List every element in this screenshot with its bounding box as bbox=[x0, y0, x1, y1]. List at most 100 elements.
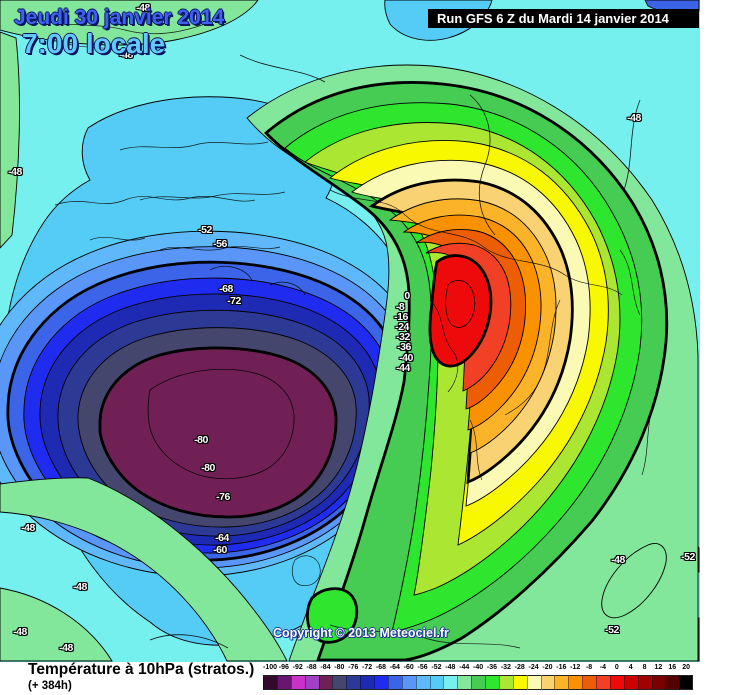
legend-color-swatch bbox=[332, 675, 347, 690]
legend-color-swatch bbox=[679, 675, 694, 690]
contour-label: -80 bbox=[194, 434, 208, 446]
legend-tick-label: 4 bbox=[628, 664, 633, 671]
legend-tick-label: -80 bbox=[334, 664, 345, 671]
legend-color-swatch bbox=[429, 675, 444, 690]
legend-tick-label: -72 bbox=[362, 664, 373, 671]
legend-cell: 12 bbox=[651, 664, 666, 690]
legend-cell: -40 bbox=[471, 664, 485, 690]
contour-label: -16 bbox=[394, 311, 408, 323]
cold-vortex bbox=[0, 96, 422, 646]
legend-tick-label: -28 bbox=[514, 664, 525, 671]
legend-color-swatch bbox=[540, 675, 555, 690]
isolines bbox=[149, 54, 641, 649]
model-run-banner: Run GFS 6 Z du Mardi 14 janvier 2014 bbox=[428, 9, 699, 28]
legend-color-swatch bbox=[304, 675, 319, 690]
contour-label: -24 bbox=[395, 321, 409, 333]
legend-color-swatch bbox=[596, 675, 610, 690]
contour-label: -60 bbox=[213, 544, 227, 556]
contour-label: -56 bbox=[213, 238, 227, 250]
legend-color-swatch bbox=[665, 675, 680, 690]
legend-cell: -68 bbox=[374, 664, 388, 690]
legend-tick-label: -12 bbox=[570, 664, 581, 671]
legend-cell: -80 bbox=[332, 664, 347, 690]
contour-label: -48 bbox=[8, 166, 22, 178]
legend-color-swatch bbox=[582, 675, 596, 690]
legend-tick-label: -52 bbox=[431, 664, 442, 671]
legend-tick-label: -84 bbox=[320, 664, 331, 671]
contour-label: -48 bbox=[59, 642, 73, 654]
legend-tick-label: -36 bbox=[486, 664, 497, 671]
forecast-hour-label: (+ 384h) bbox=[28, 680, 72, 692]
legend-tick-label: -88 bbox=[306, 664, 317, 671]
legend-cell: 0 bbox=[609, 664, 624, 690]
contour-label: -68 bbox=[219, 283, 233, 295]
legend-tick-label: -56 bbox=[417, 664, 428, 671]
legend-tick-label: -8 bbox=[585, 664, 593, 671]
contour-label: -48 bbox=[13, 626, 27, 638]
contour-label: -36 bbox=[397, 341, 411, 353]
legend-cell: -84 bbox=[318, 664, 333, 690]
legend-cell: -28 bbox=[512, 664, 527, 690]
legend-color-swatch bbox=[263, 675, 277, 690]
contour-label: -32 bbox=[396, 331, 410, 343]
contour-label: -48 bbox=[21, 522, 35, 534]
legend-color-swatch bbox=[471, 675, 485, 690]
legend-cell: -100 bbox=[263, 664, 277, 690]
legend-color-swatch bbox=[568, 675, 583, 690]
warm-anomaly bbox=[246, 64, 699, 662]
legend-tick-label: -44 bbox=[459, 664, 470, 671]
legend-color-swatch bbox=[498, 675, 513, 690]
legend-tick-label: -20 bbox=[542, 664, 553, 671]
legend-cell: -92 bbox=[290, 664, 305, 690]
legend-cell: -64 bbox=[387, 664, 402, 690]
legend-tick-label: -96 bbox=[278, 664, 289, 671]
legend-color-swatch bbox=[554, 675, 569, 690]
legend-tick-label: -64 bbox=[389, 664, 400, 671]
legend-color-swatch bbox=[651, 675, 666, 690]
contour-label: -48 bbox=[627, 112, 641, 124]
legend-cell: -44 bbox=[457, 664, 472, 690]
legend-color-swatch bbox=[637, 675, 652, 690]
legend-tick-label: -48 bbox=[445, 664, 456, 671]
legend-color-swatch bbox=[485, 675, 499, 690]
legend-tick-label: -24 bbox=[528, 664, 539, 671]
legend-tick-label: -92 bbox=[292, 664, 303, 671]
legend-cell: -4 bbox=[596, 664, 610, 690]
legend-tick-label: -76 bbox=[348, 664, 359, 671]
legend-tick-label: -100 bbox=[263, 664, 278, 671]
legend-cell: 4 bbox=[623, 664, 638, 690]
legend-cell: -76 bbox=[346, 664, 361, 690]
contour-label: -48 bbox=[611, 554, 625, 566]
contour-label: 0 bbox=[404, 290, 410, 302]
legend-color-swatch bbox=[443, 675, 458, 690]
contour-label: -48 bbox=[136, 2, 150, 14]
legend-cell: 20 bbox=[679, 664, 694, 690]
legend-color-swatch bbox=[360, 675, 374, 690]
legend-tick-label: -16 bbox=[556, 664, 567, 671]
legend-color-swatch bbox=[457, 675, 472, 690]
legend-color-swatch bbox=[623, 675, 638, 690]
legend-cell: 16 bbox=[665, 664, 680, 690]
legend-tick-label: 8 bbox=[642, 664, 647, 671]
legend-cell: -72 bbox=[360, 664, 374, 690]
contour-label: -52 bbox=[681, 551, 695, 563]
copyright-label: Copyright © 2013 Meteociel.fr bbox=[273, 626, 449, 640]
legend-color-swatch bbox=[318, 675, 333, 690]
legend-tick-label: -4 bbox=[599, 664, 607, 671]
legend-color-swatch bbox=[526, 675, 541, 690]
legend-cell: -20 bbox=[540, 664, 555, 690]
legend-color-swatch bbox=[415, 675, 430, 690]
legend-tick-label: 20 bbox=[682, 664, 691, 671]
contour-label: -64 bbox=[215, 532, 229, 544]
legend-tick-label: -40 bbox=[473, 664, 484, 671]
legend-tick-label: 12 bbox=[654, 664, 663, 671]
legend-cell: -56 bbox=[415, 664, 430, 690]
legend-color-swatch bbox=[387, 675, 402, 690]
contour-label: -40 bbox=[399, 352, 413, 364]
legend-tick-label: -32 bbox=[500, 664, 511, 671]
legend-cell: -36 bbox=[485, 664, 499, 690]
legend-tick-label: -68 bbox=[375, 664, 386, 671]
legend-cell: -12 bbox=[568, 664, 583, 690]
contour-label: -44 bbox=[396, 362, 410, 374]
